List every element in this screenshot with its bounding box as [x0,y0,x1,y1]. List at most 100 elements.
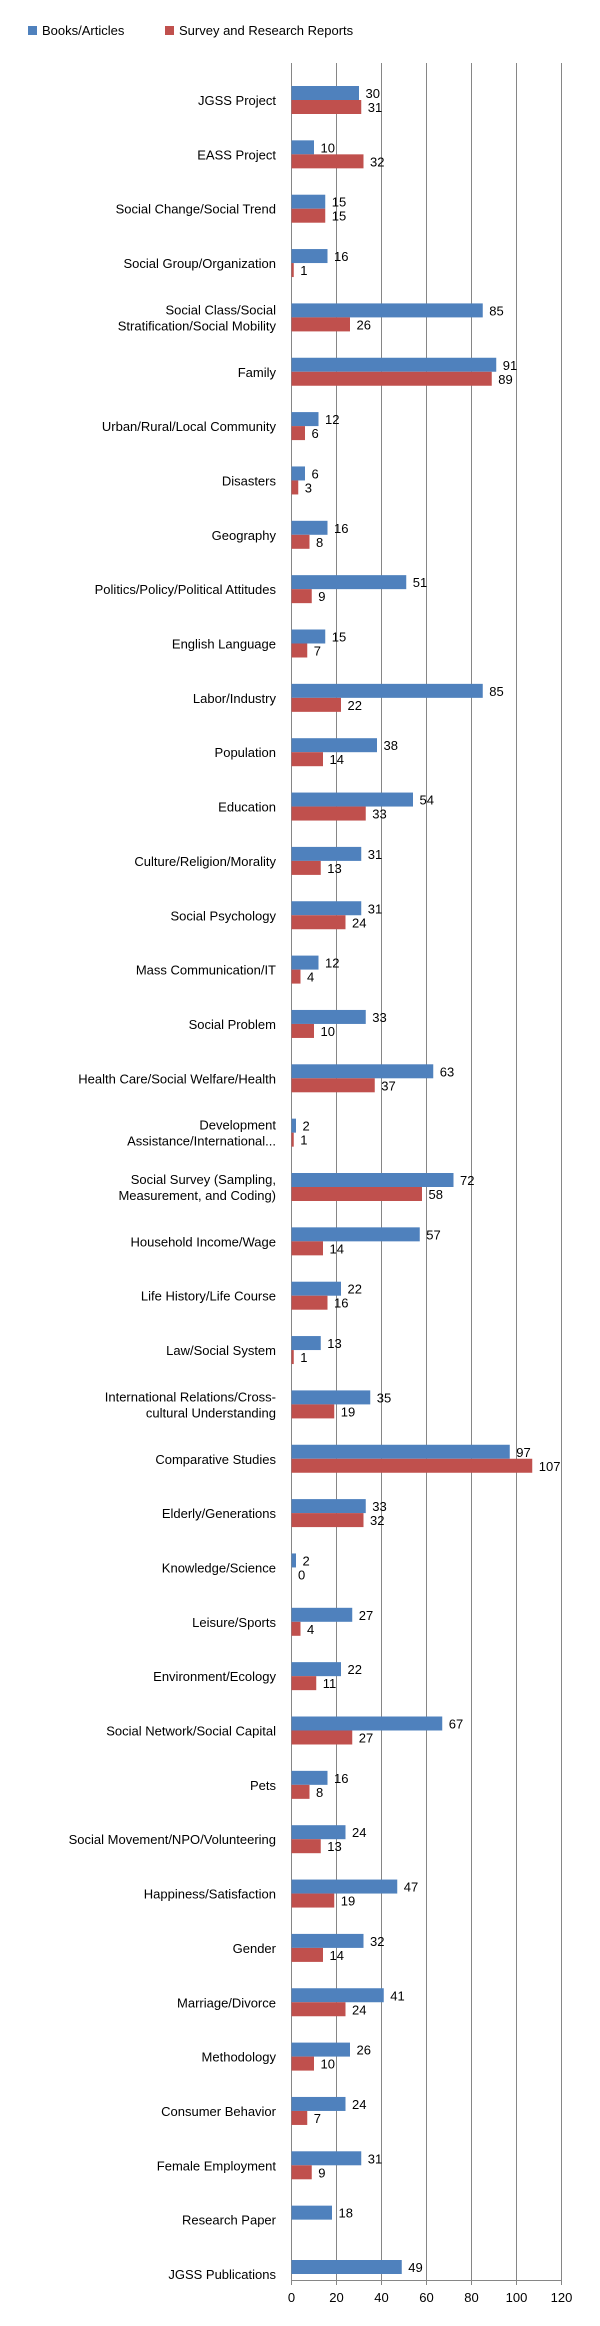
bar-survey-reports [291,969,301,984]
bar-survey-reports [291,317,350,332]
bar-survey-reports [291,1893,335,1908]
data-label: 8 [316,1785,323,1800]
category-label: JGSS Publications [168,2267,276,2282]
data-label: 58 [429,1187,443,1202]
category-label: Labor/Industry [193,691,277,706]
x-axis-ticks: 0 20 40 60 80 100 120 [288,2280,572,2305]
data-label: 27 [359,1731,373,1746]
bar-survey-reports [291,534,310,549]
category-label: Environment/Ecology [153,1669,276,1684]
category-label: Geography [212,528,277,543]
bar-books-articles [291,194,326,209]
category-label: Household Income/Wage [131,1234,277,1249]
x-tick-label: 60 [419,2290,433,2305]
bar-survey-reports [291,806,366,821]
category-labels: JGSS Project EASS Project Social Change/So… [69,93,277,2282]
data-label: 18 [339,2206,353,2221]
data-label: 24 [352,1825,366,1840]
data-label: 19 [341,1404,355,1419]
data-label: 8 [316,535,323,550]
bar-survey-reports [291,860,321,875]
data-label: 37 [381,1078,395,1093]
data-label: 57 [426,1227,440,1242]
data-label: 26 [357,2043,371,2058]
bar-books-articles [291,2260,402,2274]
bar-survey-reports [291,2165,312,2180]
bar-survey-reports [291,1513,364,1528]
bar-survey-reports [291,1241,323,1256]
data-label: 27 [359,1608,373,1623]
data-label: 31 [368,847,382,862]
bar-books-articles [291,1227,420,1242]
legend-label: Books/Articles [42,23,125,38]
data-label: 89 [498,372,512,387]
data-label: 22 [348,1282,362,1297]
category-label: Methodology [202,2050,277,2065]
data-label: 33 [372,1499,386,1514]
bar-survey-reports [291,208,326,223]
category-label: Leisure/Sports [192,1615,276,1630]
bar-books-articles [291,1825,346,1840]
category-label: Population [215,745,276,760]
bar-books-articles [291,2205,332,2220]
bar-books-articles [291,1499,366,1514]
data-label: 10 [321,1024,335,1039]
category-label: Social Change/Social Trend [116,202,276,217]
bar-survey-reports [291,1295,328,1310]
bar-survey-reports [291,480,299,495]
category-label: Health Care/Social Welfare/Health [78,1071,276,1086]
bar-survey-reports [291,426,305,441]
bar-books-articles [291,303,483,318]
bar-survey-reports [291,1023,314,1038]
data-label: 32 [370,1934,384,1949]
data-label: 31 [368,100,382,115]
bar-survey-reports [291,1350,294,1365]
category-label: Pets [250,1778,277,1793]
data-label: 24 [352,915,366,930]
data-label: 10 [321,140,335,155]
category-label: Elderly/Generations [162,1506,277,1521]
bar-books-articles [291,1173,454,1187]
data-label: 4 [307,1622,314,1637]
bar-survey-reports [291,1730,353,1745]
value-labels: 3031103215151618526918912663168519157852… [298,86,560,2275]
data-label: 32 [370,1513,384,1528]
category-label: Law/Social System [166,1343,276,1358]
data-label: 35 [377,1390,391,1405]
data-label: 24 [352,2097,366,2112]
category-label: Development Assistance/International... [127,1118,276,1149]
data-label: 19 [341,1894,355,1909]
bar-books-articles [291,901,362,916]
bar-books-articles [291,412,319,427]
bar-books-articles [291,1281,341,1296]
bar-books-articles [291,1662,341,1677]
data-label: 41 [390,1988,404,2003]
bar-survey-reports [291,1676,317,1691]
data-label: 22 [348,698,362,713]
category-label: Politics/Policy/Political Attitudes [95,582,277,597]
data-label: 16 [334,1296,348,1311]
bar-survey-reports [291,643,308,658]
bar-books-articles [291,357,497,372]
data-label: 33 [372,1010,386,1025]
bar-survey-reports [291,1132,294,1147]
category-label: EASS Project [197,147,276,162]
bar-books-articles [291,683,483,698]
category-label: Comparative Studies [155,1452,276,1467]
data-label: 12 [325,412,339,427]
data-label: 16 [334,1771,348,1786]
bar-books-articles [291,1988,384,2003]
bar-survey-reports [291,2002,346,2017]
bar-books-articles [291,575,407,590]
bar-books-articles [291,86,359,100]
bar-books-articles [291,955,319,970]
data-label: 7 [314,644,321,659]
bar-survey-reports [291,752,323,767]
bar-survey-reports [291,100,362,114]
x-tick-label: 0 [288,2290,295,2305]
category-label: Social Group/Organization [124,256,276,271]
bar-books-articles [291,846,362,861]
data-label: 15 [332,195,346,210]
data-label: 13 [327,861,341,876]
bar-books-articles [291,1064,434,1079]
